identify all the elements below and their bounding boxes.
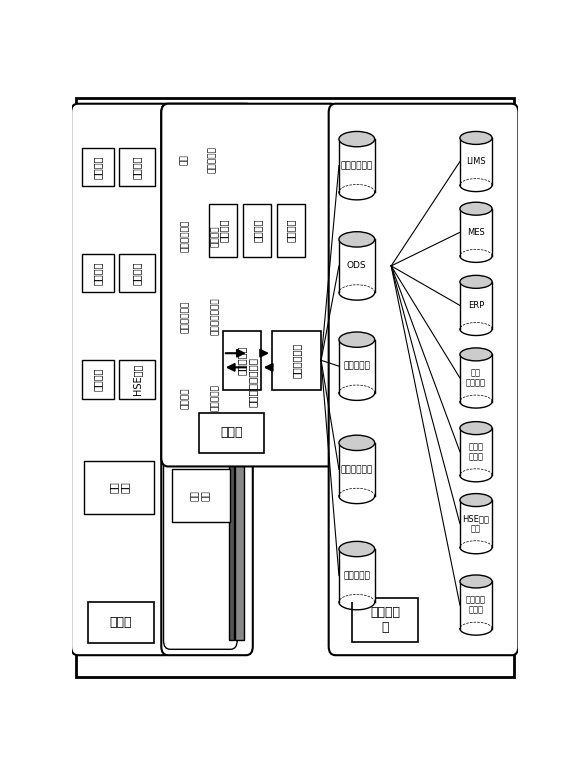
Text: 装置模型: 装置模型 [181, 388, 190, 409]
Text: 三维模型调度引擎: 三维模型调度引擎 [247, 358, 257, 408]
FancyBboxPatch shape [119, 254, 156, 293]
Text: 数据集成服务: 数据集成服务 [291, 342, 302, 378]
Text: LIMS: LIMS [466, 157, 486, 166]
Text: ERP: ERP [468, 301, 484, 310]
Polygon shape [460, 355, 492, 401]
Text: 道路: 道路 [180, 154, 188, 165]
Ellipse shape [460, 493, 492, 506]
FancyBboxPatch shape [172, 470, 230, 522]
Text: 用户管理: 用户管理 [286, 219, 296, 242]
Ellipse shape [339, 542, 374, 557]
Ellipse shape [460, 575, 492, 588]
Text: 智能巡检系统: 智能巡检系统 [340, 465, 373, 474]
Text: ODS: ODS [347, 261, 366, 270]
Text: 全流程优
化系统: 全流程优 化系统 [466, 595, 486, 615]
FancyBboxPatch shape [164, 116, 237, 650]
FancyBboxPatch shape [329, 103, 518, 655]
Polygon shape [460, 208, 492, 256]
FancyBboxPatch shape [172, 374, 199, 422]
Text: 模型
管理: 模型 管理 [191, 490, 211, 501]
FancyBboxPatch shape [223, 331, 261, 390]
Ellipse shape [460, 132, 492, 145]
Ellipse shape [339, 132, 374, 147]
FancyBboxPatch shape [75, 98, 514, 677]
FancyBboxPatch shape [353, 598, 418, 642]
Polygon shape [460, 428, 492, 475]
FancyBboxPatch shape [202, 211, 229, 260]
Polygon shape [339, 239, 374, 293]
Ellipse shape [339, 435, 374, 450]
Ellipse shape [460, 275, 492, 288]
FancyBboxPatch shape [172, 293, 199, 341]
FancyBboxPatch shape [172, 135, 196, 183]
Polygon shape [339, 443, 374, 496]
Text: 操作信
理模块: 操作信 理模块 [468, 442, 483, 461]
FancyBboxPatch shape [119, 148, 156, 186]
Text: 实时数据库: 实时数据库 [343, 362, 370, 371]
Text: 中控室模型: 中控室模型 [211, 385, 220, 411]
FancyBboxPatch shape [278, 204, 305, 257]
Text: HSE管理
系统: HSE管理 系统 [463, 514, 490, 533]
Polygon shape [460, 500, 492, 547]
Text: 操作
模块: 操作 模块 [108, 481, 130, 493]
Text: 角色管理: 角色管理 [252, 219, 262, 242]
Text: 工艺管理: 工艺管理 [93, 261, 103, 285]
Ellipse shape [460, 421, 492, 434]
FancyBboxPatch shape [202, 374, 229, 422]
FancyBboxPatch shape [244, 204, 271, 257]
FancyBboxPatch shape [210, 204, 237, 257]
Text: 客户端: 客户端 [109, 617, 132, 629]
Ellipse shape [339, 231, 374, 247]
Text: MES: MES [467, 228, 485, 237]
Polygon shape [339, 339, 374, 393]
FancyBboxPatch shape [229, 124, 234, 640]
Text: 元数据管理: 元数据管理 [237, 345, 247, 375]
Text: 三维漫游: 三维漫游 [93, 368, 103, 391]
FancyBboxPatch shape [199, 413, 264, 453]
FancyBboxPatch shape [199, 135, 226, 183]
FancyBboxPatch shape [236, 124, 244, 640]
Text: 操作培训: 操作培训 [93, 155, 103, 179]
Text: 树木，花草: 树木，花草 [208, 146, 217, 172]
Polygon shape [339, 549, 374, 602]
Text: 设备管理: 设备管理 [132, 155, 142, 179]
Text: 人物模型: 人物模型 [211, 225, 220, 247]
FancyBboxPatch shape [172, 211, 199, 260]
FancyBboxPatch shape [82, 148, 115, 186]
Text: 数字化平台: 数字化平台 [343, 571, 370, 580]
FancyBboxPatch shape [82, 254, 115, 293]
Polygon shape [339, 139, 374, 192]
Text: 气体检测仪模型: 气体检测仪模型 [211, 298, 220, 336]
FancyBboxPatch shape [161, 103, 338, 466]
Polygon shape [460, 581, 492, 629]
FancyBboxPatch shape [82, 360, 115, 398]
Text: 视频监控: 视频监控 [132, 261, 142, 285]
Ellipse shape [460, 202, 492, 215]
Text: HSE管理: HSE管理 [132, 364, 142, 395]
Polygon shape [460, 138, 492, 185]
FancyBboxPatch shape [71, 103, 172, 655]
FancyBboxPatch shape [85, 460, 154, 514]
Text: 服务端: 服务端 [221, 427, 243, 440]
Ellipse shape [460, 348, 492, 361]
FancyBboxPatch shape [119, 360, 156, 398]
FancyBboxPatch shape [272, 331, 321, 390]
Text: 消防设施模型: 消防设施模型 [181, 300, 190, 332]
Ellipse shape [339, 332, 374, 347]
FancyBboxPatch shape [161, 103, 253, 655]
Text: 菜单管理: 菜单管理 [218, 219, 228, 242]
Text: 视频监控系统: 视频监控系统 [340, 161, 373, 170]
Text: 信息
管理系统: 信息 管理系统 [466, 368, 486, 388]
Text: 数据服务
层: 数据服务 层 [370, 606, 400, 634]
FancyBboxPatch shape [202, 293, 229, 341]
FancyBboxPatch shape [88, 602, 154, 643]
Polygon shape [460, 282, 492, 329]
Text: 职业危害场所: 职业危害场所 [181, 220, 190, 252]
